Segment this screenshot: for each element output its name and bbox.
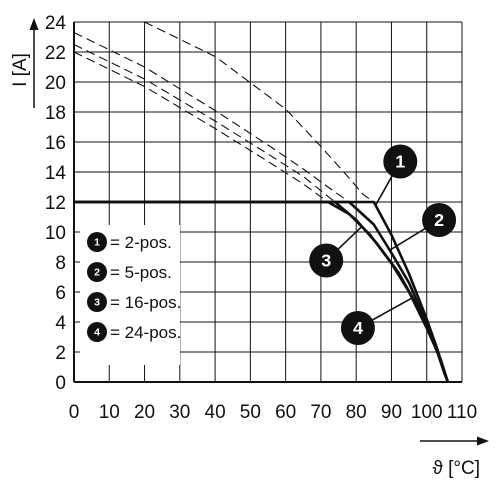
y-tick-label: 12	[45, 193, 66, 214]
badge-circle	[340, 311, 375, 345]
x-tick-label: 10	[99, 402, 120, 423]
y-tick-label: 6	[55, 283, 66, 304]
legend-label: = 5-pos.	[110, 263, 172, 282]
legend-items: 1 = 2-pos. 2 = 5-pos. 3 = 16-pos. 4 = 24-pos.	[87, 232, 181, 342]
legend-item-4: 4 = 24-pos.	[87, 322, 181, 342]
legend-item-1: 1 = 2-pos.	[87, 232, 172, 252]
legend-label: = 2-pos.	[110, 233, 172, 252]
y-axis-label: I [A]	[10, 53, 31, 87]
x-axis-title: ϑ [°C]	[420, 436, 489, 479]
y-tick-label: 10	[45, 223, 66, 244]
y-tick-label: 14	[45, 163, 67, 184]
curves	[73, 21, 450, 383]
y-tick-label: 4	[55, 313, 66, 334]
badge-number: 1	[94, 237, 100, 249]
legend-badge-3: 3	[87, 292, 107, 312]
legend-item-2: 2 = 5-pos.	[87, 262, 172, 282]
y-axis-title: I [A]	[10, 18, 39, 108]
badge-number: 3	[94, 297, 100, 309]
callout-badge-4: 4	[340, 311, 375, 345]
series-4-dashed-line	[73, 44, 336, 203]
x-axis-arrowhead	[477, 436, 489, 446]
legend-badge-1: 1	[87, 232, 107, 252]
badge-circle	[87, 232, 107, 252]
callout-badge-2: 2	[422, 203, 457, 237]
badge-number: 2	[94, 267, 100, 279]
badge-circle	[87, 262, 107, 282]
y-tick-label: 22	[45, 43, 66, 64]
legend-box: 1 = 2-pos. 2 = 5-pos. 3 = 16-pos. 4 = 24-pos.	[80, 225, 181, 365]
grid	[73, 21, 463, 383]
callout-leaders	[325, 161, 440, 329]
y-tick-label: 2	[55, 343, 66, 364]
series-1-dashed-line	[144, 21, 375, 203]
y-tick-label: 16	[45, 133, 66, 154]
badge-number: 2	[434, 210, 444, 230]
y-tick-label: 18	[45, 103, 66, 124]
badge-circle	[383, 144, 418, 179]
y-tick-label: 20	[45, 73, 66, 94]
badge-circle	[309, 243, 344, 278]
x-tick-label: 100	[411, 402, 443, 423]
legend-label: = 16-pos.	[110, 293, 181, 312]
y-tick-label: 0	[55, 373, 66, 394]
legend-badge-4: 4	[87, 322, 107, 342]
y-tick-label: 24	[45, 13, 67, 34]
legend-badge-2: 2	[87, 262, 107, 282]
badge-circle	[87, 292, 107, 312]
x-tick-labels: 0 10 20 30 40 50 60 70 80 90 100 110	[69, 402, 477, 423]
x-tick-label: 40	[205, 402, 226, 423]
x-tick-label: 20	[134, 402, 155, 423]
legend-item-3: 3 = 16-pos.	[87, 292, 181, 312]
x-tick-label: 50	[240, 402, 261, 423]
badge-circle	[422, 203, 457, 237]
x-tick-label: 30	[169, 402, 190, 423]
y-tick-label: 8	[55, 253, 66, 274]
x-tick-label: 80	[346, 402, 367, 423]
callout-badge-1: 1	[383, 144, 418, 179]
badge-number: 1	[395, 152, 405, 172]
legend-label: = 24-pos.	[110, 323, 181, 342]
series-2-dashed-line	[73, 32, 350, 203]
badge-circle	[87, 322, 107, 342]
series-4-solid-line	[74, 200, 450, 383]
x-tick-label: 90	[381, 402, 402, 423]
y-axis-arrowhead	[29, 18, 39, 30]
badge-number: 4	[94, 327, 100, 339]
callout-badge-3: 3	[309, 243, 344, 278]
badge-number: 3	[321, 251, 331, 271]
x-tick-label: 0	[69, 402, 80, 423]
series-3-dashed-line	[73, 51, 329, 203]
x-tick-label: 60	[275, 402, 296, 423]
x-axis-label: ϑ [°C]	[432, 458, 480, 479]
x-tick-label: 110	[447, 402, 477, 423]
callouts: 1 2 3 4	[309, 144, 457, 345]
badge-number: 4	[353, 318, 363, 338]
x-tick-label: 70	[310, 402, 331, 423]
